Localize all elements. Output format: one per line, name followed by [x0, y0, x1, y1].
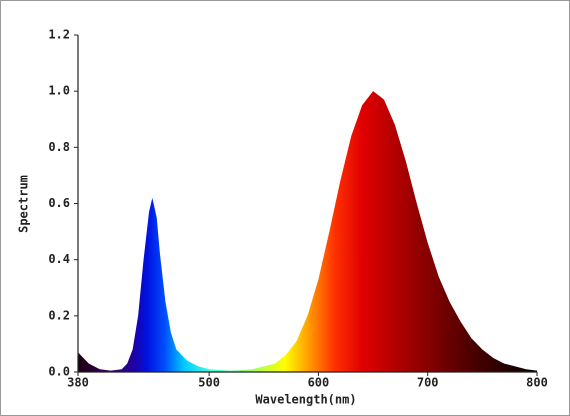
x-tick-label: 500	[198, 376, 220, 390]
y-tick-label: 0.4	[48, 252, 70, 266]
x-axis-label: Wavelength(nm)	[255, 393, 356, 407]
y-tick-label: 1.2	[48, 28, 70, 42]
spectrum-area	[78, 91, 537, 373]
y-tick-label: 0.2	[48, 308, 70, 322]
y-tick-label: 0.6	[48, 196, 70, 210]
x-tick-label: 700	[417, 376, 439, 390]
y-tick-label: 1.0	[48, 84, 70, 98]
y-tick-label: 0.8	[48, 140, 70, 154]
y-tick-label: 0.0	[48, 365, 70, 379]
x-tick-label: 800	[526, 376, 548, 390]
y-axis-label: Spectrum	[17, 175, 31, 233]
x-tick-label: 600	[308, 376, 330, 390]
x-tick-label: 380	[67, 376, 89, 390]
